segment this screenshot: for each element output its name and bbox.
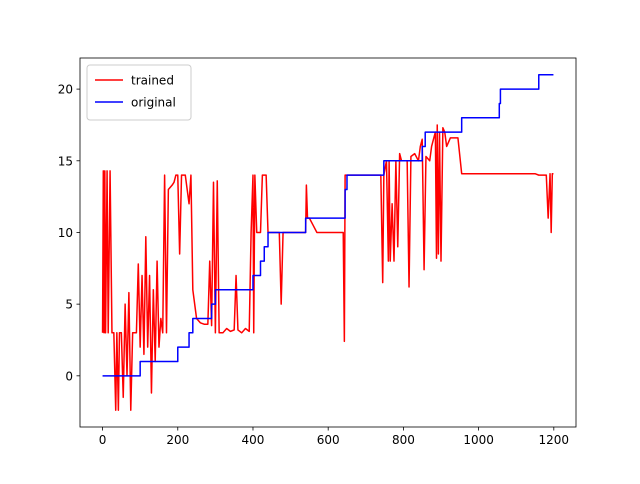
- y-tick-label: 0: [65, 369, 73, 383]
- x-tick-label: 200: [166, 433, 189, 447]
- y-tick-label: 20: [58, 83, 73, 97]
- x-tick-label: 1000: [463, 433, 494, 447]
- line-series: [102, 74, 554, 377]
- x-tick-label: 800: [392, 433, 415, 447]
- y-tick-label: 10: [58, 226, 73, 240]
- x-tick-label: 400: [242, 433, 265, 447]
- legend-box: [86, 64, 192, 121]
- x-tick-label: 600: [317, 433, 340, 447]
- legend-label: original: [131, 96, 176, 110]
- y-tick-label: 15: [58, 154, 73, 168]
- plot-frame: [79, 57, 577, 428]
- y-tick-label: 5: [65, 298, 73, 312]
- line-series: [101, 124, 554, 411]
- legend-label: trained: [131, 74, 174, 88]
- x-tick-label: 1200: [539, 433, 570, 447]
- x-tick-label: 0: [99, 433, 107, 447]
